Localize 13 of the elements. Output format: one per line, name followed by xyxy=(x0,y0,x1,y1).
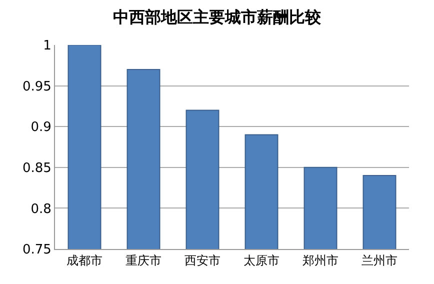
x-tick-label: 郑州市 xyxy=(302,253,338,268)
y-tick-label: 0.75 xyxy=(22,242,52,258)
x-tick-label: 成都市 xyxy=(66,253,102,268)
y-tick-label: 0.9 xyxy=(30,120,52,136)
y-tick-label: 1 xyxy=(43,38,52,54)
x-tick-label: 西安市 xyxy=(184,253,220,268)
chart-title: 中西部地区主要城市薪酬比较 xyxy=(113,8,322,27)
x-tick-label: 重庆市 xyxy=(126,253,162,268)
x-tick-label: 太原市 xyxy=(244,253,280,268)
y-tick-label: 0.95 xyxy=(22,79,52,94)
x-tick-label: 兰州市 xyxy=(362,253,398,268)
y-tick-label: 0.8 xyxy=(30,202,52,217)
y-tick-label: 0.85 xyxy=(22,160,52,176)
